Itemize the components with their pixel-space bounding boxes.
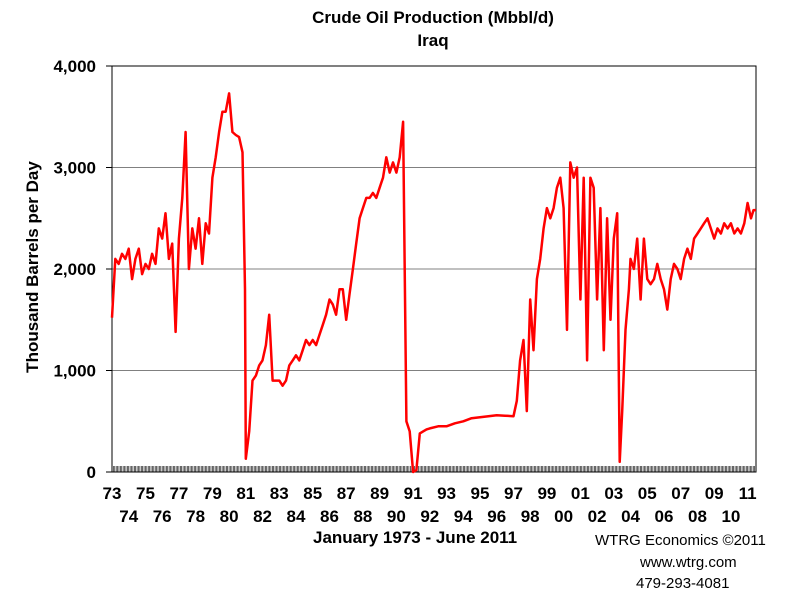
- x-tick-label: 99: [537, 484, 556, 503]
- x-tick-label: 10: [721, 507, 740, 526]
- y-tick-labels: 0 1,000 2,000 3,000 4,000: [53, 57, 112, 482]
- x-tick-label: 84: [287, 507, 306, 526]
- x-minor-ticks: [111, 466, 757, 472]
- y-tick-label: 3,000: [53, 159, 96, 178]
- x-tick-label: 07: [671, 484, 690, 503]
- x-tick-label: 89: [370, 484, 389, 503]
- x-tick-label: 73: [103, 484, 122, 503]
- x-tick-label: 93: [437, 484, 456, 503]
- x-tick-label: 86: [320, 507, 339, 526]
- credit-org: WTRG Economics ©2011: [595, 532, 766, 549]
- x-tick-labels: 73 75 77 79 81 83 85 87 89 91 93 95 97 99 01 03 05 07 09 11…: [103, 484, 757, 526]
- x-tick-label: 80: [220, 507, 239, 526]
- x-tick-label: 97: [504, 484, 523, 503]
- x-tick-label: 94: [454, 507, 473, 526]
- y-tick-label: 2,000: [53, 260, 96, 279]
- x-tick-label: 96: [487, 507, 506, 526]
- x-tick-label: 91: [404, 484, 423, 503]
- x-tick-label: 00: [554, 507, 573, 526]
- series-line-iraq: [110, 92, 756, 474]
- y-tick-label: 1,000: [53, 362, 96, 381]
- x-tick-label: 01: [571, 484, 590, 503]
- y-axis-label: Thousand Barrels per Day: [23, 161, 42, 373]
- y-tick-label: 0: [87, 463, 96, 482]
- x-tick-label: 05: [638, 484, 657, 503]
- x-tick-label: 98: [521, 507, 540, 526]
- x-tick-label: 06: [655, 507, 674, 526]
- x-tick-label: 75: [136, 484, 155, 503]
- x-axis-label: January 1973 - June 2011: [313, 528, 518, 547]
- x-tick-label: 87: [337, 484, 356, 503]
- x-tick-label: 90: [387, 507, 406, 526]
- x-tick-label: 04: [621, 507, 640, 526]
- x-tick-label: 82: [253, 507, 272, 526]
- x-tick-label: 76: [153, 507, 172, 526]
- x-minor-tick-marks: [111, 466, 757, 472]
- x-tick-label: 77: [169, 484, 188, 503]
- credit-phone: 479-293-4081: [636, 575, 730, 592]
- x-tick-label: 08: [688, 507, 707, 526]
- x-tick-label: 09: [705, 484, 724, 503]
- y-tick-label: 4,000: [53, 57, 96, 76]
- x-tick-label: 74: [119, 507, 138, 526]
- x-tick-label: 83: [270, 484, 289, 503]
- x-tick-label: 79: [203, 484, 222, 503]
- chart-subtitle: Iraq: [417, 31, 449, 50]
- x-tick-label: 92: [420, 507, 439, 526]
- x-tick-label: 11: [739, 484, 757, 503]
- chart-title: Crude Oil Production (Mbbl/d): [312, 8, 554, 27]
- x-tick-label: 03: [604, 484, 623, 503]
- x-tick-label: 78: [186, 507, 205, 526]
- x-tick-label: 81: [236, 484, 255, 503]
- x-tick-label: 02: [588, 507, 607, 526]
- x-tick-label: 85: [303, 484, 322, 503]
- credit-url: www.wtrg.com: [640, 554, 737, 571]
- grid-lines: [112, 65, 756, 371]
- x-tick-label: 88: [353, 507, 372, 526]
- x-tick-label: 95: [471, 484, 490, 503]
